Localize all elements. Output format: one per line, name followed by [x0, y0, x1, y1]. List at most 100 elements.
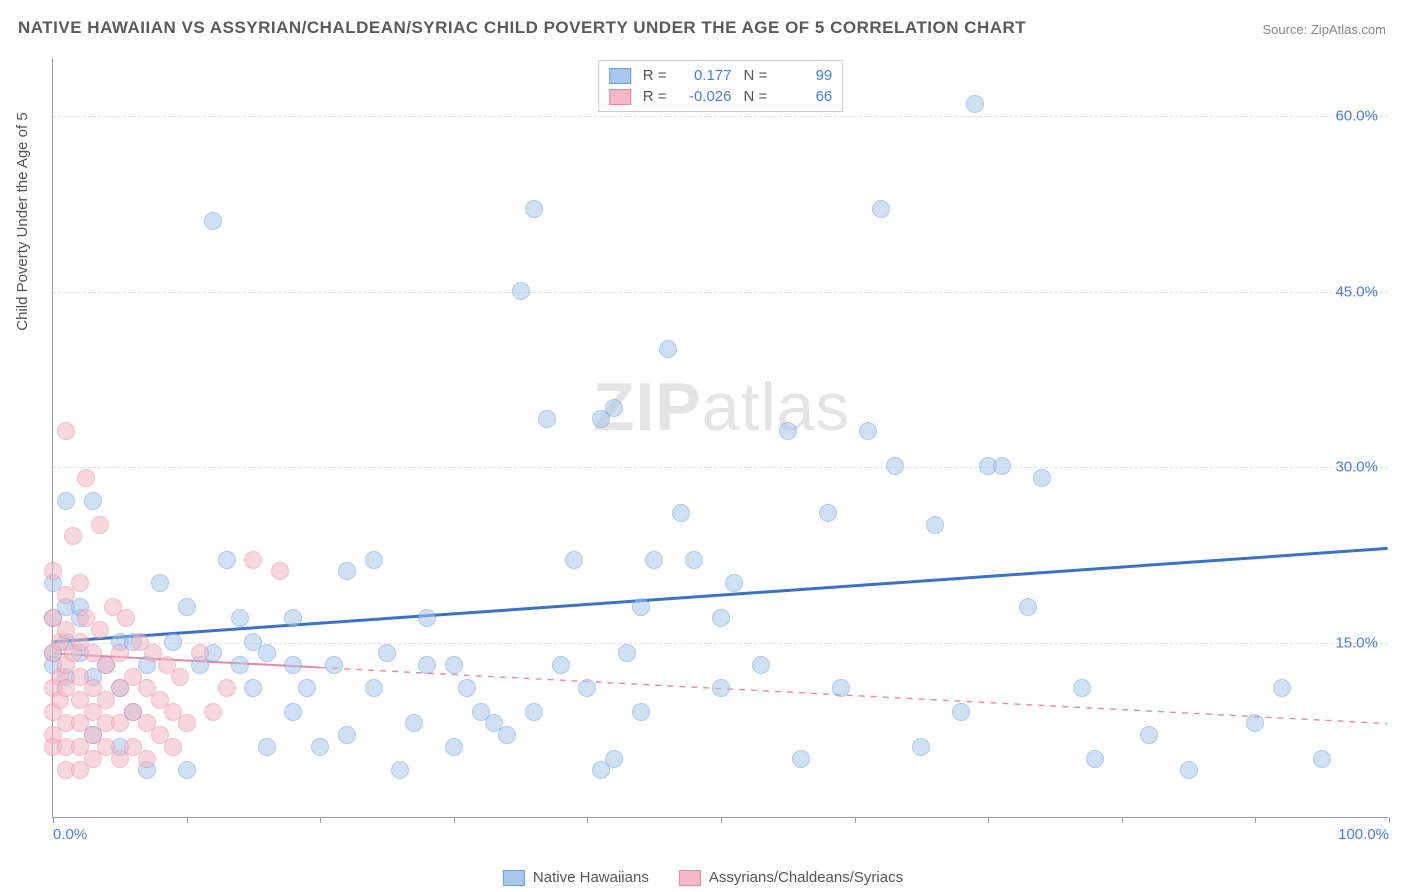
data-point	[578, 679, 596, 697]
watermark-atlas: atlas	[702, 369, 851, 445]
data-point	[512, 282, 530, 300]
data-point	[659, 340, 677, 358]
data-point	[1086, 750, 1104, 768]
legend-item-1: Native Hawaiians	[503, 869, 649, 886]
x-tick-mark	[587, 817, 588, 823]
data-point	[1019, 598, 1037, 616]
data-point	[445, 656, 463, 674]
data-point	[151, 574, 169, 592]
data-point	[391, 761, 409, 779]
data-point	[525, 703, 543, 721]
x-tick-mark	[53, 817, 54, 823]
stats-row-series-2: R = -0.026 N = 66	[609, 86, 833, 107]
data-point	[632, 703, 650, 721]
x-tick-mark	[1255, 817, 1256, 823]
n-value-1: 99	[777, 67, 832, 84]
data-point	[498, 726, 516, 744]
data-point	[1140, 726, 1158, 744]
data-point	[525, 200, 543, 218]
data-point	[725, 574, 743, 592]
x-tick-mark	[721, 817, 722, 823]
r-value-1: 0.177	[677, 67, 732, 84]
data-point	[64, 527, 82, 545]
data-point	[912, 738, 930, 756]
watermark: ZIPatlas	[593, 368, 850, 446]
data-point	[645, 551, 663, 569]
n-label-1: N =	[744, 67, 768, 84]
data-point	[171, 668, 189, 686]
data-point	[44, 562, 62, 580]
data-point	[859, 422, 877, 440]
grid-line	[53, 292, 1388, 293]
data-point	[244, 679, 262, 697]
y-tick-label: 60.0%	[1335, 108, 1378, 125]
data-point	[605, 750, 623, 768]
source-label: Source:	[1262, 22, 1310, 37]
data-point	[552, 656, 570, 674]
data-point	[231, 656, 249, 674]
data-point	[445, 738, 463, 756]
x-tick-mark	[187, 817, 188, 823]
stats-row-series-1: R = 0.177 N = 99	[609, 65, 833, 86]
data-point	[365, 551, 383, 569]
data-point	[712, 679, 730, 697]
n-label-2: N =	[744, 88, 768, 105]
legend-swatch-1	[503, 870, 525, 886]
data-point	[1033, 469, 1051, 487]
x-tick-mark	[1122, 817, 1123, 823]
data-point	[57, 422, 75, 440]
x-tick-label: 0.0%	[53, 826, 87, 843]
x-tick-mark	[454, 817, 455, 823]
data-point	[779, 422, 797, 440]
data-point	[164, 738, 182, 756]
data-point	[204, 212, 222, 230]
r-value-2: -0.026	[677, 88, 732, 105]
data-point	[1313, 750, 1331, 768]
data-point	[405, 714, 423, 732]
data-point	[538, 410, 556, 428]
y-axis-label: Child Poverty Under the Age of 5	[14, 112, 31, 330]
data-point	[952, 703, 970, 721]
data-point	[712, 609, 730, 627]
data-point	[378, 644, 396, 662]
data-point	[84, 492, 102, 510]
data-point	[178, 761, 196, 779]
data-point	[832, 679, 850, 697]
data-point	[298, 679, 316, 697]
data-point	[164, 633, 182, 651]
r-label-1: R =	[643, 67, 667, 84]
n-value-2: 66	[777, 88, 832, 105]
data-point	[418, 609, 436, 627]
data-point	[565, 551, 583, 569]
data-point	[258, 644, 276, 662]
data-point	[218, 679, 236, 697]
source-name: ZipAtlas.com	[1311, 22, 1386, 37]
data-point	[218, 551, 236, 569]
r-label-2: R =	[643, 88, 667, 105]
data-point	[178, 598, 196, 616]
data-point	[178, 714, 196, 732]
data-point	[325, 656, 343, 674]
data-point	[191, 644, 209, 662]
swatch-series-1	[609, 68, 631, 84]
data-point	[966, 95, 984, 113]
data-point	[91, 516, 109, 534]
swatch-series-2	[609, 89, 631, 105]
data-point	[632, 598, 650, 616]
y-tick-label: 45.0%	[1335, 283, 1378, 300]
data-point	[752, 656, 770, 674]
grid-line	[53, 116, 1388, 117]
x-tick-mark	[855, 817, 856, 823]
x-tick-mark	[320, 817, 321, 823]
data-point	[111, 644, 129, 662]
data-point	[138, 750, 156, 768]
data-point	[77, 469, 95, 487]
y-tick-label: 15.0%	[1335, 634, 1378, 651]
data-point	[284, 609, 302, 627]
correlation-stats-box: R = 0.177 N = 99 R = -0.026 N = 66	[598, 60, 844, 112]
data-point	[338, 562, 356, 580]
trend-lines-layer	[53, 58, 1388, 817]
data-point	[258, 738, 276, 756]
legend-label-2: Assyrians/Chaldeans/Syriacs	[709, 869, 903, 886]
data-point	[271, 562, 289, 580]
